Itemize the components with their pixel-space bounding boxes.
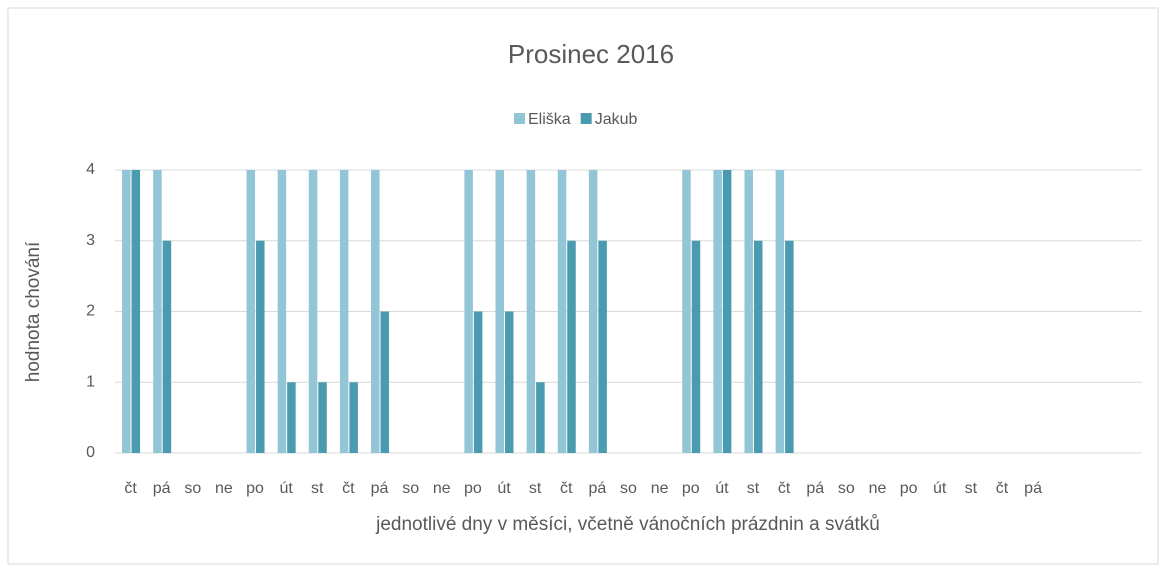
legend-label: Jakub <box>595 111 638 128</box>
bar <box>526 170 536 453</box>
x-tick-label: po <box>900 480 918 497</box>
bar <box>536 382 545 453</box>
x-tick-label: so <box>184 480 201 497</box>
bar <box>246 170 256 453</box>
y-tick-label: 4 <box>86 161 95 178</box>
x-tick-label: po <box>682 480 700 497</box>
bar <box>153 170 162 453</box>
bar <box>691 240 701 453</box>
x-tick-label: čt <box>342 480 355 497</box>
x-tick-label: ne <box>651 480 669 497</box>
x-tick-label: so <box>838 480 855 497</box>
bar <box>371 170 380 453</box>
bar <box>287 382 296 453</box>
bar <box>557 170 567 453</box>
bar <box>308 170 318 453</box>
bar <box>318 382 327 453</box>
y-tick-label: 3 <box>86 232 95 249</box>
bar <box>713 170 722 453</box>
x-tick-label: út <box>715 480 729 497</box>
bar <box>753 240 763 453</box>
x-tick-label: čt <box>560 480 573 497</box>
x-tick-label: pá <box>806 480 824 497</box>
bar <box>598 240 607 453</box>
x-tick-label: st <box>529 480 542 497</box>
bar <box>744 170 753 453</box>
bar <box>256 240 265 453</box>
x-tick-label: čt <box>996 480 1009 497</box>
y-tick-label: 0 <box>86 444 95 461</box>
x-tick-label: st <box>965 480 978 497</box>
bar <box>277 170 287 453</box>
bar <box>464 170 473 453</box>
y-tick-label: 2 <box>86 303 95 320</box>
x-tick-label: pá <box>1024 480 1042 497</box>
bar <box>682 170 691 453</box>
x-tick-label: ne <box>433 480 451 497</box>
y-axis-title: hodnota chování <box>23 241 44 382</box>
x-tick-label: čt <box>124 480 137 497</box>
bar <box>349 382 358 453</box>
bar <box>588 170 598 453</box>
bar <box>785 240 794 453</box>
x-tick-label: čt <box>778 480 791 497</box>
chart-title: Prosinec 2016 <box>508 39 674 69</box>
x-tick-label: so <box>402 480 419 497</box>
x-tick-label: po <box>464 480 482 497</box>
bar <box>380 311 390 453</box>
x-tick-label: pá <box>588 480 606 497</box>
bar <box>775 170 785 453</box>
bar <box>122 170 131 453</box>
bar <box>495 170 505 453</box>
bar <box>131 170 141 453</box>
chart-frame <box>7 7 1159 565</box>
x-tick-label: ne <box>869 480 887 497</box>
x-tick-label: út <box>933 480 947 497</box>
bar <box>162 240 172 453</box>
bar <box>473 311 483 453</box>
x-tick-label: so <box>620 480 637 497</box>
x-tick-label: ne <box>215 480 233 497</box>
legend-label: Eliška <box>528 111 571 128</box>
legend-swatch <box>580 113 592 124</box>
x-tick-label: pá <box>371 480 389 497</box>
x-tick-label: st <box>747 480 760 497</box>
legend-swatch <box>514 113 525 124</box>
x-tick-label: pá <box>153 480 171 497</box>
bar <box>722 170 732 453</box>
bar <box>567 240 576 453</box>
bar <box>339 170 349 453</box>
x-axis-title: jednotlivé dny v měsíci, včetně vánočníc… <box>375 514 880 535</box>
x-tick-label: út <box>497 480 511 497</box>
bar <box>505 311 514 453</box>
x-tick-label: po <box>246 480 264 497</box>
x-tick-label: st <box>311 480 324 497</box>
x-tick-label: út <box>279 480 293 497</box>
y-tick-label: 1 <box>86 373 95 390</box>
